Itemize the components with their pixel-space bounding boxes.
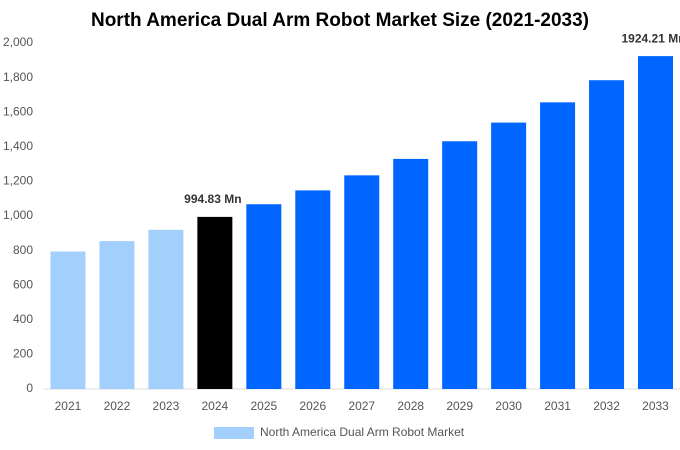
x-tick-label: 2021 bbox=[55, 399, 82, 413]
bar bbox=[540, 102, 576, 390]
x-tick-label: 2025 bbox=[250, 399, 277, 413]
x-tick-label: 2028 bbox=[397, 399, 424, 413]
y-tick-label: 0 bbox=[26, 381, 33, 395]
bar bbox=[246, 204, 282, 389]
bar bbox=[99, 241, 135, 389]
legend-label: North America Dual Arm Robot Market bbox=[260, 425, 465, 439]
y-tick-label: 1,600 bbox=[3, 104, 33, 118]
bar bbox=[295, 190, 331, 389]
value-label: 1924.21 Mn bbox=[621, 31, 680, 45]
chart-title: North America Dual Arm Robot Market Size… bbox=[91, 10, 589, 31]
bar bbox=[589, 80, 625, 389]
bar bbox=[148, 229, 184, 389]
x-tick-label: 2030 bbox=[495, 399, 522, 413]
x-tick-label: 2031 bbox=[544, 399, 571, 413]
value-label: 994.83 Mn bbox=[184, 192, 241, 206]
y-tick-label: 2,000 bbox=[3, 35, 33, 49]
y-tick-label: 1,200 bbox=[3, 174, 33, 188]
y-tick-label: 600 bbox=[13, 277, 33, 291]
bar bbox=[197, 216, 233, 389]
bar bbox=[491, 122, 527, 389]
y-tick-label: 1,400 bbox=[3, 139, 33, 153]
y-tick-label: 200 bbox=[13, 347, 33, 361]
x-tick-label: 2023 bbox=[153, 399, 180, 413]
x-tick-label: 2027 bbox=[348, 399, 375, 413]
x-tick-label: 2022 bbox=[104, 399, 131, 413]
x-tick-label: 2033 bbox=[642, 399, 669, 413]
legend-swatch bbox=[214, 427, 254, 439]
bar bbox=[442, 141, 478, 389]
y-tick-label: 1,000 bbox=[3, 208, 33, 222]
y-tick-label: 1,800 bbox=[3, 70, 33, 84]
bar bbox=[393, 158, 429, 389]
bar bbox=[638, 56, 674, 390]
x-tick-label: 2026 bbox=[299, 399, 326, 413]
bar bbox=[344, 175, 380, 389]
bar bbox=[50, 251, 86, 389]
y-tick-label: 400 bbox=[13, 312, 33, 326]
y-tick-label: 800 bbox=[13, 243, 33, 257]
x-tick-label: 2032 bbox=[593, 399, 620, 413]
x-tick-label: 2029 bbox=[446, 399, 473, 413]
x-tick-label: 2024 bbox=[202, 399, 229, 413]
